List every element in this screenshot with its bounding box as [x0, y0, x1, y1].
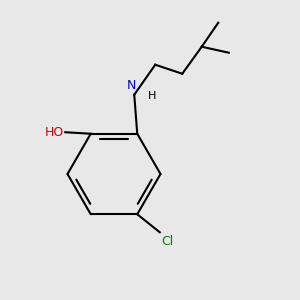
- Text: N: N: [127, 79, 136, 92]
- Text: H: H: [148, 91, 156, 101]
- Text: Cl: Cl: [161, 235, 173, 248]
- Text: HO: HO: [44, 126, 64, 139]
